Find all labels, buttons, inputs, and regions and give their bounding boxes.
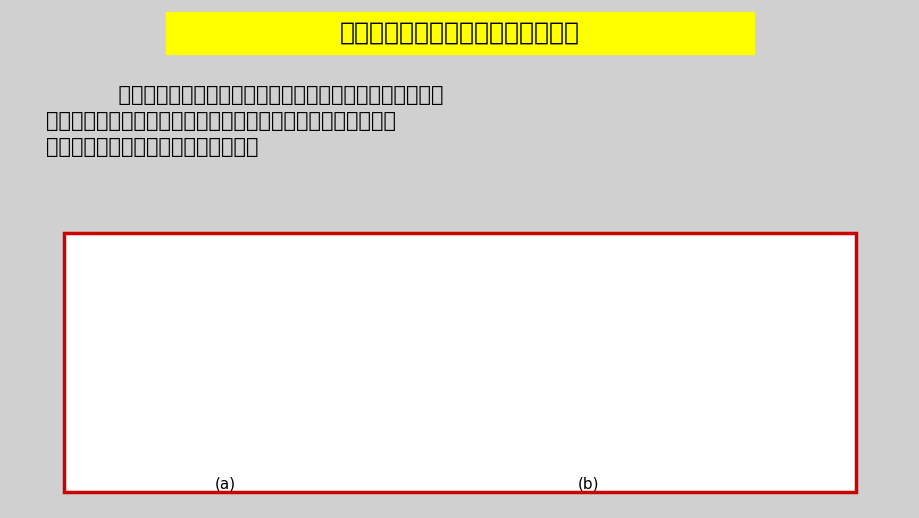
Text: $O$: $O$ <box>74 428 84 440</box>
Text: $I_{CQ}$: $I_{CQ}$ <box>622 319 637 332</box>
Text: $O$: $O$ <box>631 348 641 359</box>
Text: $u_{BE}$: $u_{BE}$ <box>777 352 793 362</box>
Text: $i_C$: $i_C$ <box>638 266 648 280</box>
Text: $t$: $t$ <box>233 431 240 443</box>
Text: Q: Q <box>301 335 308 345</box>
Text: $u_{BE}$: $u_{BE}$ <box>401 352 416 362</box>
Text: 晶体管在放大应用时，要求外电路将晶体管偏置在放大区，: 晶体管在放大应用时，要求外电路将晶体管偏置在放大区， <box>92 85 443 106</box>
Text: (a): (a) <box>215 477 235 492</box>
Text: $U_{BEQ}$: $U_{BEQ}$ <box>695 362 716 375</box>
Text: $|$: $|$ <box>294 351 299 365</box>
Text: $i_C$: $i_C$ <box>261 266 271 280</box>
Text: $i_C$: $i_C$ <box>74 278 84 291</box>
Text: $O$: $O$ <box>255 348 265 359</box>
Text: $t$: $t$ <box>610 431 617 444</box>
Text: 而且在输入信号的变化范围内，管子始终工作在放大状态。保证: 而且在输入信号的变化范围内，管子始终工作在放大状态。保证 <box>46 111 395 132</box>
Text: Q: Q <box>710 316 718 326</box>
Text: 信号在放大的同时不产生非线性失真。: 信号在放大的同时不产生非线性失真。 <box>46 137 258 157</box>
Text: $O$: $O$ <box>451 431 460 444</box>
Text: (b): (b) <box>577 477 599 492</box>
Text: 放大器偏置电路及直流工作状态判断: 放大器偏置电路及直流工作状态判断 <box>340 21 579 45</box>
Text: $I_{CQ}$: $I_{CQ}$ <box>445 341 459 354</box>
Text: $i_C$: $i_C$ <box>450 277 460 291</box>
Text: $U_{be}Sin(\omega t)$: $U_{be}Sin(\omega t)$ <box>710 447 751 459</box>
Text: $I_cSin(\omega t)$: $I_cSin(\omega t)$ <box>503 276 542 289</box>
